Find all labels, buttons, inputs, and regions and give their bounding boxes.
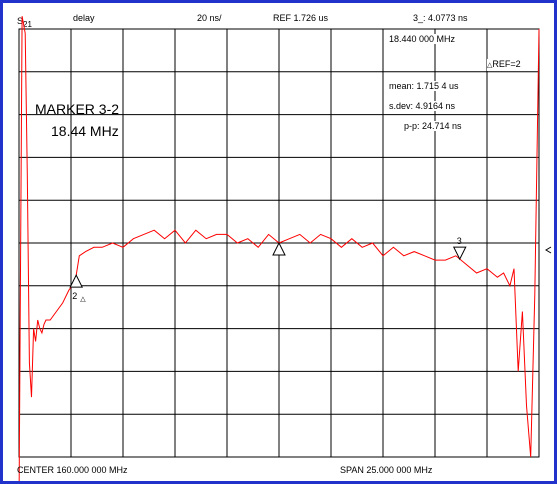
marker-3: 3: [452, 236, 467, 261]
marker-label: 2: [72, 291, 77, 301]
active-marker-value: 18.44 MHz: [51, 123, 119, 139]
plot-area: 2 △3: [18, 16, 552, 481]
marker-frequency: 18.440 000 MHz: [389, 34, 456, 44]
marker-active: [272, 241, 286, 256]
marker-triangle-up-icon: [69, 273, 84, 288]
span-frequency: SPAN 25.000 000 MHz: [340, 465, 433, 475]
reference-position-icon: [545, 246, 552, 254]
graticule-border: [18, 28, 540, 458]
parameter-label: S21: [17, 16, 32, 29]
graticule: [19, 29, 539, 457]
graticule-frame: [18, 28, 540, 458]
reference-label: REF 1.726 us: [273, 13, 329, 23]
marker-label: 3: [457, 236, 462, 246]
delta-reference: △REF=2: [487, 59, 521, 71]
delta-icon: △: [487, 62, 493, 69]
scale-label: 20 ns/: [197, 13, 222, 23]
marker-triangle-down-icon: [452, 246, 467, 261]
delay-trace-line: [18, 16, 540, 481]
marker-layer: 2 △ 3: [69, 236, 467, 303]
delay-trace: [18, 16, 540, 481]
stat-peak-to-peak: p-p: 24.714 ns: [404, 121, 462, 131]
marker-readout: 3_: 4.0773 ns: [413, 13, 468, 23]
marker-2: 2 △: [69, 273, 86, 303]
marker-triangle-up-icon: [272, 241, 286, 256]
delta-icon: △: [80, 295, 86, 303]
format-label: delay: [73, 13, 95, 23]
stat-sdev: s.dev: 4.9164 ns: [389, 101, 456, 111]
center-frequency: CENTER 160.000 000 MHz: [17, 465, 128, 475]
active-marker-title: MARKER 3-2: [35, 101, 120, 117]
stat-mean: mean: 1.715 4 us: [389, 81, 459, 91]
